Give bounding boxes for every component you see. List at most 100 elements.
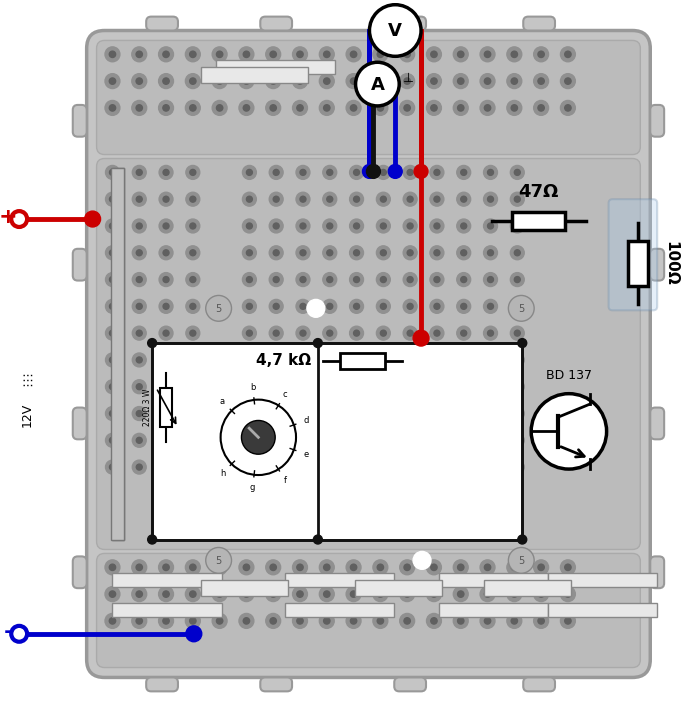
Circle shape <box>376 165 391 180</box>
Circle shape <box>510 192 524 206</box>
Circle shape <box>510 272 524 287</box>
Circle shape <box>457 299 471 313</box>
Circle shape <box>300 223 306 229</box>
Circle shape <box>346 613 361 629</box>
Circle shape <box>427 586 441 601</box>
Circle shape <box>300 303 306 309</box>
Circle shape <box>105 586 120 601</box>
Circle shape <box>159 101 174 115</box>
Circle shape <box>377 51 384 58</box>
Circle shape <box>430 353 444 367</box>
Circle shape <box>273 384 279 390</box>
Circle shape <box>363 165 376 178</box>
Circle shape <box>457 165 471 180</box>
Circle shape <box>407 196 413 202</box>
Circle shape <box>136 105 142 111</box>
Circle shape <box>327 223 332 229</box>
Circle shape <box>488 410 493 417</box>
Circle shape <box>350 617 357 624</box>
Circle shape <box>239 47 254 62</box>
Text: d: d <box>304 416 308 425</box>
Circle shape <box>484 353 497 367</box>
Circle shape <box>159 586 174 601</box>
Circle shape <box>380 464 386 470</box>
Bar <box>340 353 384 369</box>
Circle shape <box>186 434 200 447</box>
Circle shape <box>534 74 549 89</box>
Circle shape <box>273 410 279 417</box>
Circle shape <box>136 51 142 58</box>
Circle shape <box>242 407 256 420</box>
Circle shape <box>488 196 493 202</box>
Circle shape <box>354 277 360 282</box>
Circle shape <box>484 564 490 570</box>
Circle shape <box>350 353 363 367</box>
Circle shape <box>242 326 256 340</box>
Circle shape <box>136 464 142 470</box>
Circle shape <box>189 105 196 111</box>
Circle shape <box>511 78 518 84</box>
Circle shape <box>350 434 363 447</box>
Circle shape <box>488 437 493 444</box>
Circle shape <box>105 219 120 233</box>
Circle shape <box>403 326 417 340</box>
Circle shape <box>407 277 413 282</box>
Circle shape <box>430 219 444 233</box>
Circle shape <box>159 560 174 574</box>
Circle shape <box>484 192 497 206</box>
Bar <box>439 573 548 587</box>
Circle shape <box>560 101 575 115</box>
Circle shape <box>136 564 142 570</box>
Circle shape <box>413 551 431 570</box>
Circle shape <box>212 74 227 89</box>
Circle shape <box>514 410 521 417</box>
Circle shape <box>300 357 306 363</box>
Circle shape <box>380 170 386 175</box>
Circle shape <box>511 591 518 597</box>
Circle shape <box>185 586 200 601</box>
Circle shape <box>407 303 413 309</box>
Circle shape <box>216 51 223 58</box>
Circle shape <box>190 250 196 256</box>
Circle shape <box>484 105 490 111</box>
Circle shape <box>216 78 223 84</box>
Circle shape <box>109 564 116 570</box>
Circle shape <box>404 105 410 111</box>
Circle shape <box>159 326 173 340</box>
Circle shape <box>11 626 27 642</box>
Circle shape <box>457 192 471 206</box>
Circle shape <box>109 250 116 256</box>
Circle shape <box>269 460 283 474</box>
Circle shape <box>296 299 310 313</box>
Circle shape <box>457 219 471 233</box>
Circle shape <box>354 330 360 336</box>
Circle shape <box>186 192 200 206</box>
Circle shape <box>300 277 306 282</box>
Circle shape <box>430 272 444 287</box>
Circle shape <box>109 617 116 624</box>
Circle shape <box>270 51 276 58</box>
Circle shape <box>297 564 303 570</box>
Circle shape <box>453 613 468 629</box>
Circle shape <box>293 101 307 115</box>
Circle shape <box>404 564 410 570</box>
Circle shape <box>484 591 490 597</box>
Circle shape <box>163 384 169 390</box>
Circle shape <box>136 303 142 309</box>
Circle shape <box>273 464 279 470</box>
Circle shape <box>246 170 252 175</box>
Circle shape <box>399 586 415 601</box>
Circle shape <box>266 613 280 629</box>
Circle shape <box>212 613 227 629</box>
Circle shape <box>269 379 283 394</box>
Circle shape <box>407 357 413 363</box>
FancyBboxPatch shape <box>523 17 555 30</box>
Circle shape <box>109 464 116 470</box>
Circle shape <box>346 101 361 115</box>
Circle shape <box>269 272 283 287</box>
Text: 5: 5 <box>518 304 525 314</box>
Circle shape <box>159 165 173 180</box>
Circle shape <box>313 339 322 348</box>
Circle shape <box>403 219 417 233</box>
Circle shape <box>163 330 169 336</box>
